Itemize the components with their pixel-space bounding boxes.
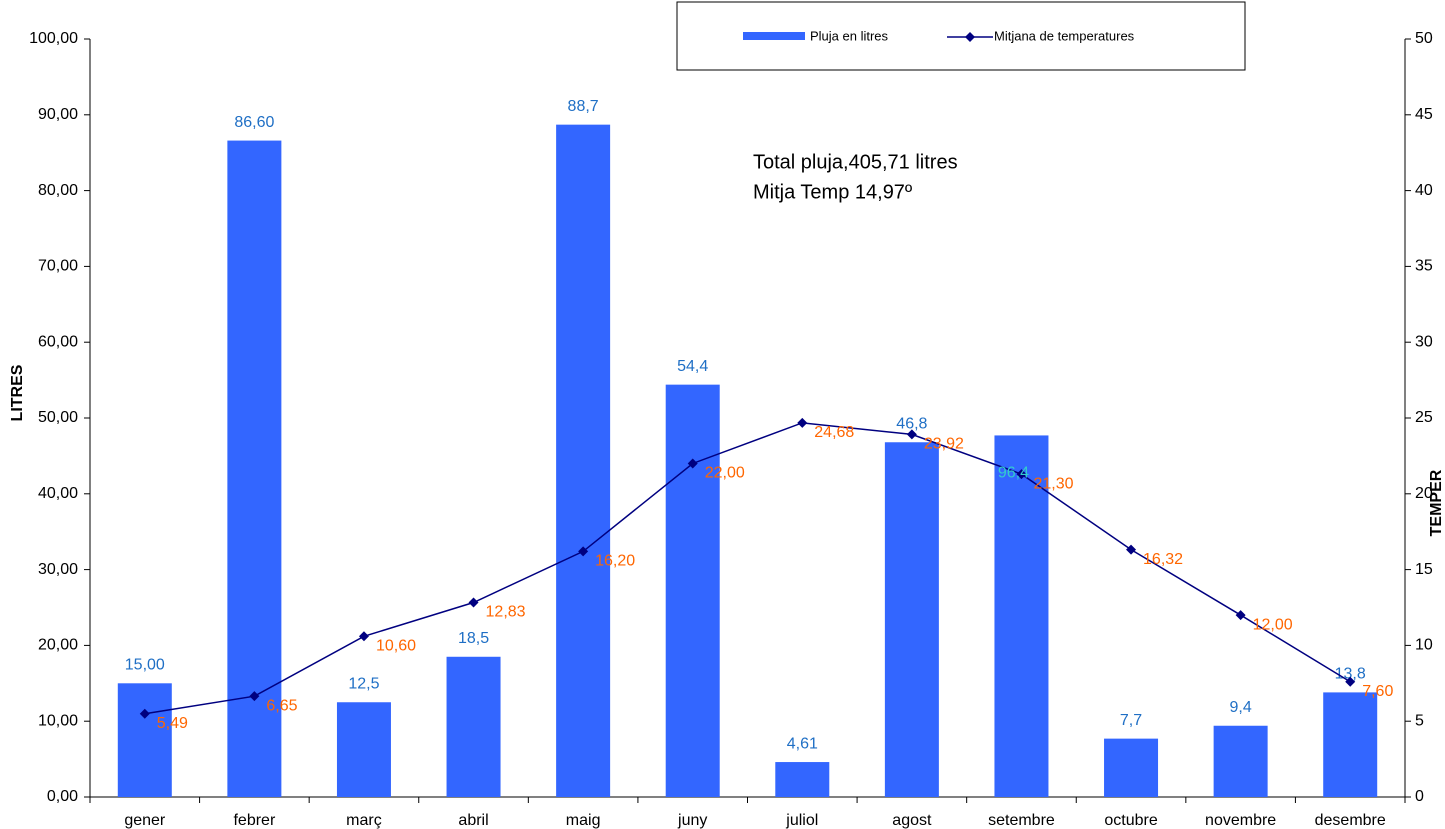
data-label: 7,60 xyxy=(1362,683,1393,700)
y2-tick-label: 30 xyxy=(1415,333,1433,350)
data-label: 12,00 xyxy=(1253,616,1293,633)
bar xyxy=(1323,692,1378,797)
marker xyxy=(1345,676,1356,687)
bar xyxy=(1213,725,1268,797)
y-tick-label: 10,00 xyxy=(38,712,78,729)
y-tick-label: 50,00 xyxy=(38,409,78,426)
data-label: 12,5 xyxy=(348,675,379,692)
marker xyxy=(578,546,589,557)
stray-label: 96,4 xyxy=(998,465,1029,482)
bar xyxy=(665,384,720,797)
y-tick-label: 100,00 xyxy=(29,30,78,47)
y2-tick-label: 15 xyxy=(1415,561,1433,578)
marker xyxy=(797,417,808,428)
marker xyxy=(1016,469,1027,480)
x-tick-label: febrer xyxy=(233,812,275,829)
bar xyxy=(884,442,939,797)
y-tick-label: 80,00 xyxy=(38,182,78,199)
marker xyxy=(687,458,698,469)
bar xyxy=(994,435,1049,797)
y2-tick-label: 0 xyxy=(1415,788,1424,805)
legend-marker xyxy=(965,32,975,42)
data-label: 22,00 xyxy=(705,465,745,482)
bar xyxy=(227,140,282,797)
marker xyxy=(906,429,917,440)
x-tick-label: desembre xyxy=(1315,812,1386,829)
data-label: 21,30 xyxy=(1033,475,1073,492)
y2-tick-label: 5 xyxy=(1415,712,1424,729)
marker xyxy=(1235,610,1246,621)
line xyxy=(144,422,1351,715)
x-tick-label: maig xyxy=(566,812,601,829)
data-label: 15,00 xyxy=(125,657,165,674)
annotation: Mitja Temp 14,97º xyxy=(753,181,913,203)
bar xyxy=(775,762,830,797)
bar xyxy=(336,702,391,797)
x-tick-label: gener xyxy=(124,812,166,829)
y2-tick-label: 40 xyxy=(1415,182,1433,199)
y-tick-label: 90,00 xyxy=(38,106,78,123)
data-label: 9,4 xyxy=(1230,699,1252,716)
data-label: 13,8 xyxy=(1335,666,1366,683)
y2-tick-label: 25 xyxy=(1415,409,1433,426)
data-label: 86,60 xyxy=(234,114,274,131)
y-axis-label: LITRES xyxy=(9,364,26,421)
y2-tick-label: 50 xyxy=(1415,30,1433,47)
bar xyxy=(1104,738,1159,797)
y2-axis-label: TEMPER xyxy=(1428,469,1445,536)
annotation: Total pluja,405,71 litres xyxy=(753,151,958,173)
legend-label: Pluja en litres xyxy=(810,28,889,43)
legend-label: Mitjana de temperatures xyxy=(994,28,1135,43)
data-label: 24,68 xyxy=(814,424,854,441)
data-label: 10,60 xyxy=(376,638,416,655)
x-tick-label: març xyxy=(346,812,382,829)
x-tick-label: setembre xyxy=(988,812,1055,829)
y-tick-label: 30,00 xyxy=(38,561,78,578)
data-label: 6,65 xyxy=(266,697,297,714)
data-label: 18,5 xyxy=(458,630,489,647)
data-label: 5,49 xyxy=(157,715,188,732)
x-tick-label: octubre xyxy=(1104,812,1157,829)
data-label: 46,8 xyxy=(896,415,927,432)
x-tick-label: novembre xyxy=(1205,812,1276,829)
marker xyxy=(1126,544,1137,555)
y-tick-label: 20,00 xyxy=(38,637,78,654)
data-label: 16,20 xyxy=(595,553,635,570)
x-tick-label: juny xyxy=(677,812,707,829)
data-label: 54,4 xyxy=(677,358,708,375)
data-label: 4,61 xyxy=(787,735,818,752)
y2-tick-label: 35 xyxy=(1415,258,1433,275)
bar xyxy=(117,683,172,797)
marker xyxy=(249,691,260,702)
data-label: 23,92 xyxy=(924,436,964,453)
x-tick-label: agost xyxy=(892,812,932,829)
bar xyxy=(556,124,611,798)
marker xyxy=(358,631,369,642)
y-tick-label: 70,00 xyxy=(38,258,78,275)
marker xyxy=(139,708,150,719)
data-label: 16,32 xyxy=(1143,551,1183,568)
y2-tick-label: 20 xyxy=(1415,485,1433,502)
y2-tick-label: 45 xyxy=(1415,106,1433,123)
data-label: 12,83 xyxy=(486,604,526,621)
data-label: 88,7 xyxy=(568,98,599,115)
y-tick-label: 40,00 xyxy=(38,485,78,502)
legend-swatch xyxy=(743,32,805,40)
marker xyxy=(468,597,479,608)
bar xyxy=(446,656,501,797)
y-tick-label: 60,00 xyxy=(38,333,78,350)
y2-tick-label: 10 xyxy=(1415,637,1433,654)
x-tick-label: juliol xyxy=(785,812,818,829)
x-tick-label: abril xyxy=(458,812,488,829)
y-tick-label: 0,00 xyxy=(47,788,78,805)
data-label: 7,7 xyxy=(1120,712,1142,729)
